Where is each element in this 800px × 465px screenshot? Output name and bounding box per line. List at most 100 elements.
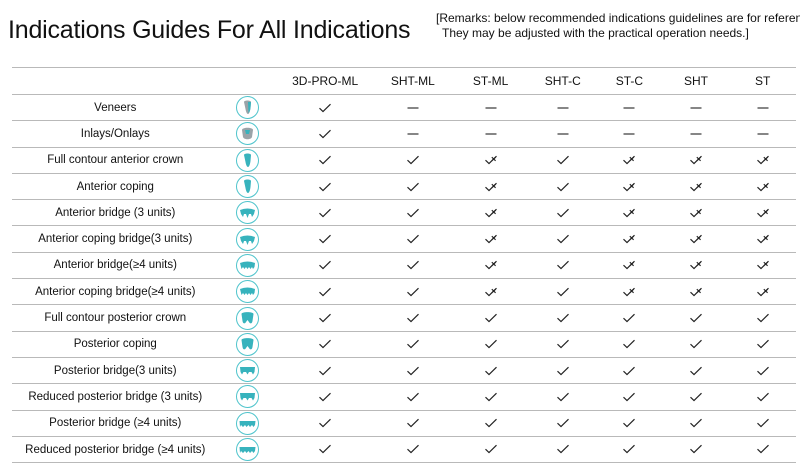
table-header-row: 3D-PRO-ML SHT-ML ST-ML SHT-C ST-C SHT ST <box>12 67 796 95</box>
conditional-mark-icon <box>484 208 498 218</box>
table-row: Anterior coping bridge(≥4 units) <box>12 278 796 305</box>
conditional-mark-icon <box>622 182 636 192</box>
check-mark-icon <box>689 339 703 349</box>
check-mark-icon <box>756 392 770 402</box>
check-mark-icon <box>756 313 770 323</box>
material-cell <box>729 330 796 358</box>
material-cell <box>276 278 374 305</box>
material-cell <box>374 225 452 253</box>
check-mark-icon <box>406 444 420 454</box>
check-mark-icon <box>556 287 570 297</box>
anterior-bridge-3-icon <box>235 201 259 225</box>
check-mark-icon <box>556 182 570 192</box>
conditional-mark-icon <box>622 287 636 297</box>
check-mark-icon <box>556 234 570 244</box>
conditional-mark-icon <box>756 208 770 218</box>
material-cell <box>529 225 597 253</box>
check-mark-icon <box>318 182 332 192</box>
table-row: Posterior bridge(3 units) <box>12 356 796 384</box>
anterior-coping-bridge-3-icon <box>235 227 259 251</box>
indication-label: Anterior coping bridge(3 units) <box>12 225 219 253</box>
check-mark-icon <box>318 129 332 139</box>
material-cell <box>529 383 597 411</box>
material-cell <box>276 120 374 148</box>
material-cell <box>276 93 374 121</box>
check-mark-icon <box>318 418 332 428</box>
table-row: Anterior coping <box>12 172 796 200</box>
dash-mark-icon <box>484 129 498 139</box>
material-cell <box>451 383 530 411</box>
check-mark-icon <box>484 444 498 454</box>
material-cell <box>729 251 796 279</box>
material-cell <box>662 330 730 358</box>
material-cell <box>529 251 597 279</box>
indication-label: Posterior bridge(3 units) <box>12 356 219 384</box>
check-mark-icon <box>318 313 332 323</box>
column-header: SHT-C <box>529 67 597 95</box>
indication-icon-cell <box>218 146 277 174</box>
indication-label: Reduced posterior bridge (≥4 units) <box>12 435 219 464</box>
material-cell <box>596 435 663 464</box>
material-cell <box>662 251 730 279</box>
table-row: Full contour anterior crown <box>12 146 796 174</box>
conditional-mark-icon <box>689 208 703 218</box>
check-mark-icon <box>756 418 770 428</box>
indication-label: Veneers <box>12 93 219 121</box>
check-mark-icon <box>484 313 498 323</box>
material-cell <box>662 356 730 384</box>
column-header: 3D-PRO-ML <box>276 67 374 95</box>
dash-mark-icon <box>622 129 636 139</box>
check-mark-icon <box>318 444 332 454</box>
posterior-crown-icon <box>235 306 259 330</box>
material-cell <box>529 146 597 174</box>
material-cell <box>662 93 730 121</box>
table-row: Posterior bridge (≥4 units) <box>12 409 796 437</box>
veneer-icon <box>235 96 259 120</box>
material-cell <box>662 278 730 305</box>
material-cell <box>374 93 452 121</box>
conditional-mark-icon <box>484 287 498 297</box>
material-cell <box>596 120 663 148</box>
conditional-mark-icon <box>756 182 770 192</box>
material-cell <box>451 304 530 332</box>
material-cell <box>276 251 374 279</box>
check-mark-icon <box>689 392 703 402</box>
material-cell <box>662 172 730 200</box>
indication-label: Anterior bridge(≥4 units) <box>12 251 219 279</box>
check-mark-icon <box>406 313 420 323</box>
dash-mark-icon <box>556 129 570 139</box>
anterior-bridge-4-icon <box>235 253 259 277</box>
indication-icon-cell <box>218 304 277 332</box>
material-cell <box>276 330 374 358</box>
check-mark-icon <box>318 208 332 218</box>
material-cell <box>729 120 796 148</box>
check-mark-icon <box>556 260 570 270</box>
material-cell <box>451 278 530 305</box>
material-cell <box>596 304 663 332</box>
remarks-line-2: They may be adjusted with the practical … <box>442 26 749 40</box>
material-cell <box>529 199 597 226</box>
indication-icon-cell <box>218 225 277 253</box>
check-mark-icon <box>556 366 570 376</box>
material-cell <box>662 225 730 253</box>
material-cell <box>596 93 663 121</box>
page-title: Indications Guides For All Indications <box>8 16 411 44</box>
material-cell <box>662 120 730 148</box>
column-header: ST-ML <box>451 67 530 95</box>
material-cell <box>451 409 530 437</box>
conditional-mark-icon <box>484 260 498 270</box>
table-row: Anterior coping bridge(3 units) <box>12 225 796 253</box>
dash-mark-icon <box>406 103 420 113</box>
material-cell <box>374 435 452 464</box>
material-cell <box>451 330 530 358</box>
check-mark-icon <box>556 339 570 349</box>
indication-icon-cell <box>218 435 277 464</box>
material-cell <box>529 409 597 437</box>
material-cell <box>729 225 796 253</box>
check-mark-icon <box>406 339 420 349</box>
indication-label: Anterior coping <box>12 172 219 200</box>
check-mark-icon <box>484 339 498 349</box>
posterior-coping-icon <box>235 332 259 356</box>
table-row: Anterior bridge(≥4 units) <box>12 251 796 279</box>
check-mark-icon <box>756 339 770 349</box>
